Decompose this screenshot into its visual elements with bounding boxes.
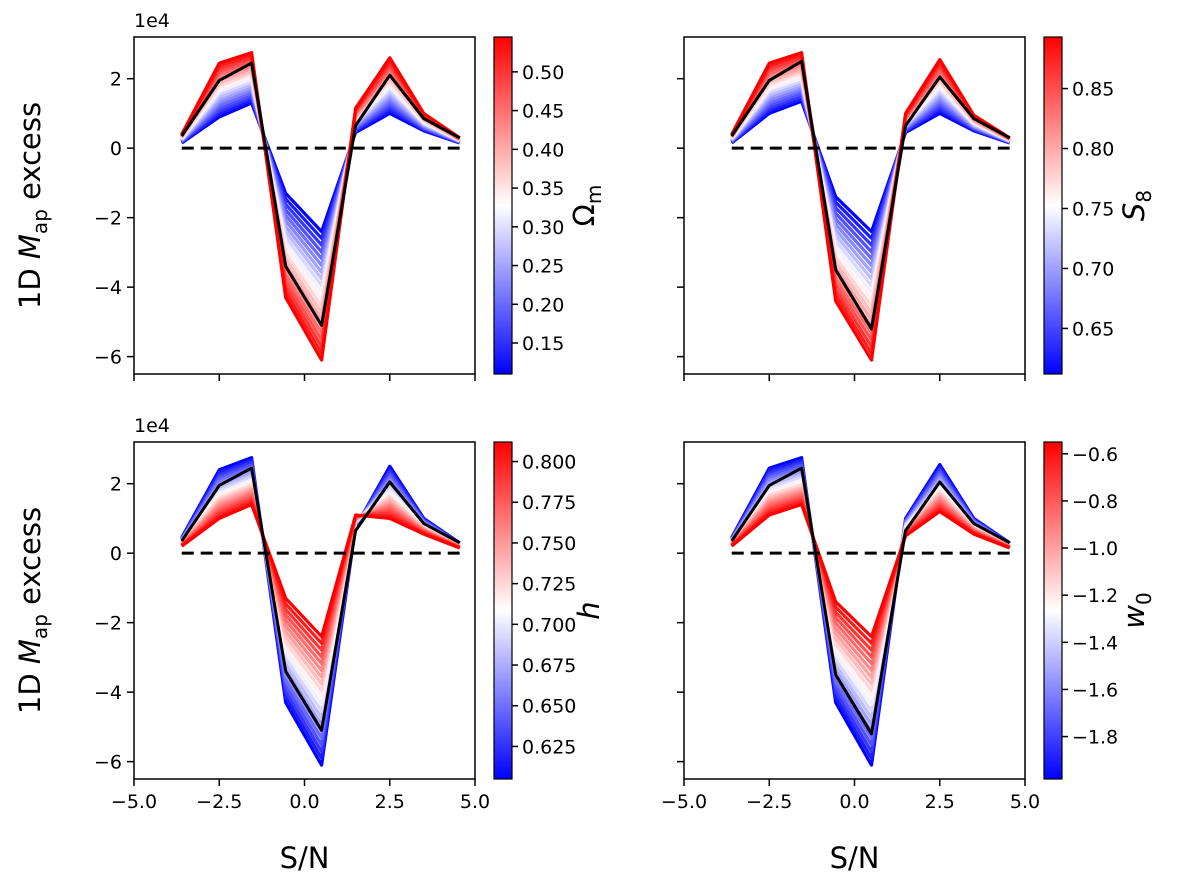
colorbar-tick-label: 0.45 [522, 101, 564, 123]
colorbar-tick-label: −0.8 [1072, 491, 1118, 513]
x-axis-label: S/N [280, 841, 330, 875]
panel-bottom-right: −5.0 −2.5 0.0 2.5 5.0 S/N −1.8 −1.6 −1.4 −1.2 −1.0… [661, 441, 1156, 875]
colorbar-h: 0.625 0.650 0.675 0.700 0.725 0.750 0.775 0.800… [493, 441, 606, 780]
panel-top-left: −6 −4 −2 0 2 1e4 1D Map excess 0.15 0.20 0.25 0.30… [13, 10, 606, 381]
y-tick-label: 0 [110, 138, 122, 160]
reference-curve [730, 466, 1011, 736]
colorbar-tick-label: 0.775 [522, 492, 576, 514]
y-tick-label: −4 [94, 277, 122, 299]
x-tick-label: −2.5 [196, 791, 242, 813]
colorbar-gradient [493, 36, 513, 375]
colorbar-Ωm: 0.15 0.20 0.25 0.30 0.35 0.40 0.45 0.50 Ωm [493, 36, 606, 375]
x-axis-label: S/N [830, 841, 880, 875]
colorbar-tick-label: 0.75 [1072, 198, 1114, 220]
colorbar-tick-label: −1.0 [1072, 538, 1118, 560]
colorbar-S8: 0.65 0.70 0.75 0.80 0.85 S8 [1043, 36, 1156, 375]
colorbar-tick-label: 0.750 [522, 533, 576, 555]
colorbar-label: h [572, 601, 606, 619]
colorbar-tick-label: 0.675 [522, 655, 576, 677]
colorbar-tick-label: 0.15 [522, 333, 564, 355]
colorbar-tick-label: 0.70 [1072, 258, 1114, 280]
colorbar-tick-label: −1.8 [1072, 727, 1118, 749]
sim-curve [180, 502, 461, 639]
y-tick-label: −2 [94, 208, 122, 230]
reference-curve [180, 466, 461, 732]
y-tick-label: −4 [94, 682, 122, 704]
colorbar-tick-label: −1.4 [1072, 632, 1118, 654]
colorbar-tick-label: 0.65 [1072, 318, 1114, 340]
colorbar-tick-label: 0.20 [522, 294, 564, 316]
y-axis-label: 1D Map excess [13, 102, 52, 309]
y-tick-label: 2 [110, 474, 122, 496]
colorbar-tick-label: 0.800 [522, 452, 576, 474]
colorbar-gradient [1043, 36, 1063, 375]
x-tick-label: 5.0 [1010, 791, 1040, 813]
y-tick-label: 2 [110, 69, 122, 91]
colorbar-tick-label: −1.2 [1072, 585, 1118, 607]
x-tick-label: −5.0 [661, 791, 707, 813]
colorbar-tick-label: 0.625 [522, 736, 576, 758]
x-tick-label: 5.0 [460, 791, 490, 813]
sim-curve [730, 50, 1011, 362]
colorbar-w0: −1.8 −1.6 −1.4 −1.2 −1.0 −0.8 −0.6 w0 [1043, 441, 1156, 780]
y-tick-label: −6 [94, 347, 122, 369]
colorbar-label: w0 [1117, 592, 1156, 628]
colorbar-tick-label: −0.6 [1072, 444, 1118, 466]
y-axis-label: 1D Map excess [13, 507, 52, 714]
colorbar-tick-label: 0.650 [522, 696, 576, 718]
panel-bottom-left: −6 −4 −2 0 2 −5.0 −2.5 0.0 2.5 5.0 1e4 1D Map exces… [13, 415, 606, 875]
panel-top-right: 0.65 0.70 0.75 0.80 0.85 S8 [677, 36, 1156, 381]
colorbar-tick-label: 0.725 [522, 574, 576, 596]
x-tick-label: −5.0 [111, 791, 157, 813]
offset-text: 1e4 [134, 10, 170, 32]
reference-curve [180, 61, 461, 327]
colorbar-tick-label: 0.50 [522, 62, 564, 84]
colorbar-tick-label: 0.80 [1072, 139, 1114, 161]
sim-curve [730, 502, 1011, 639]
y-tick-label: 0 [110, 543, 122, 565]
x-tick-label: 2.5 [925, 791, 955, 813]
colorbar-label: S8 [1117, 190, 1156, 221]
colorbar-label: Ωm [567, 185, 606, 227]
colorbar-gradient [493, 441, 513, 780]
colorbar-tick-label: 0.30 [522, 217, 564, 239]
x-tick-label: 0.0 [839, 791, 869, 813]
y-tick-label: −2 [94, 613, 122, 635]
colorbar-tick-label: 0.40 [522, 139, 564, 161]
colorbar-tick-label: 0.35 [522, 178, 564, 200]
colorbar-tick-label: −1.6 [1072, 679, 1118, 701]
sim-curve [180, 50, 461, 362]
colorbar-tick-label: 0.700 [522, 614, 576, 636]
reference-curve [730, 59, 1011, 331]
colorbar-tick-label: 0.25 [522, 256, 564, 278]
x-tick-label: 0.0 [289, 791, 319, 813]
y-tick-label: −6 [94, 752, 122, 774]
offset-text: 1e4 [134, 415, 170, 437]
x-tick-label: 2.5 [375, 791, 405, 813]
colorbar-tick-label: 0.85 [1072, 79, 1114, 101]
colorbar-gradient [1043, 441, 1063, 780]
x-tick-label: −2.5 [746, 791, 792, 813]
